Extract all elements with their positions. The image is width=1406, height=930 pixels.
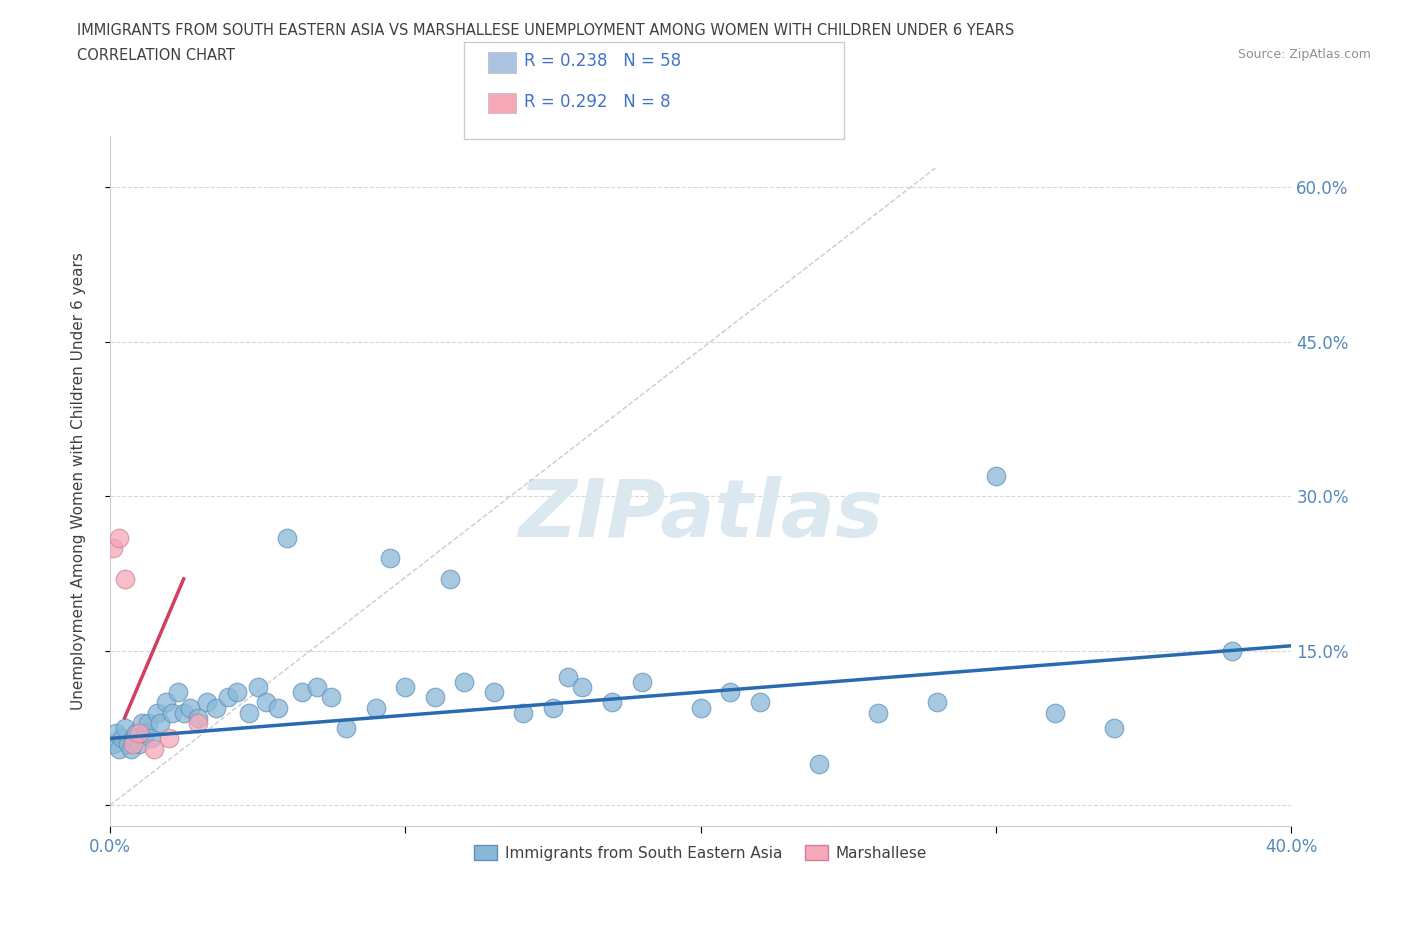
Point [321, 690, 343, 705]
Point [423, 690, 446, 705]
Point [160, 705, 183, 720]
Text: R = 0.238   N = 58: R = 0.238 N = 58 [524, 52, 682, 71]
Point [380, 551, 402, 565]
Point [238, 705, 260, 720]
Point [149, 715, 172, 730]
Point [541, 700, 564, 715]
Y-axis label: Unemployment Among Women with Children Under 6 years: Unemployment Among Women with Children U… [72, 252, 86, 710]
Point [217, 690, 239, 705]
Point [122, 737, 145, 751]
Point [291, 684, 314, 699]
Point [512, 705, 534, 720]
Point [117, 737, 139, 751]
Point [1102, 721, 1125, 736]
Text: CORRELATION CHART: CORRELATION CHART [77, 48, 235, 63]
Point [482, 684, 505, 699]
Point [187, 711, 209, 725]
Point [104, 726, 127, 741]
Point [364, 700, 387, 715]
Point [146, 705, 169, 720]
Text: IMMIGRANTS FROM SOUTH EASTERN ASIA VS MARSHALLESE UNEMPLOYMENT AMONG WOMEN WITH : IMMIGRANTS FROM SOUTH EASTERN ASIA VS MA… [77, 23, 1015, 38]
Point [114, 721, 136, 736]
Point [166, 684, 188, 699]
Point [689, 700, 711, 715]
Point [630, 674, 652, 689]
Point [107, 530, 129, 545]
Point [600, 695, 623, 710]
Point [187, 715, 209, 730]
Point [157, 731, 180, 746]
Point [125, 726, 148, 741]
Point [101, 737, 124, 751]
Point [173, 705, 195, 720]
Point [305, 680, 328, 695]
Text: R = 0.292   N = 8: R = 0.292 N = 8 [524, 93, 671, 112]
Point [866, 705, 889, 720]
Point [120, 741, 142, 756]
Point [128, 737, 150, 751]
Point [557, 670, 579, 684]
Point [134, 726, 156, 741]
Point [111, 731, 134, 746]
Point [1043, 705, 1066, 720]
Point [335, 721, 357, 736]
Legend: Immigrants from South Eastern Asia, Marshallese: Immigrants from South Eastern Asia, Mars… [468, 839, 934, 867]
Point [807, 757, 830, 772]
Point [254, 695, 277, 710]
Point [571, 680, 593, 695]
Point [748, 695, 770, 710]
Point [225, 684, 247, 699]
Point [1222, 644, 1244, 658]
Point [114, 571, 136, 586]
Point [143, 741, 166, 756]
Point [394, 680, 416, 695]
Point [195, 695, 218, 710]
Point [128, 726, 150, 741]
Point [131, 715, 153, 730]
Point [276, 530, 298, 545]
Point [267, 700, 290, 715]
Point [453, 674, 475, 689]
Text: Source: ZipAtlas.com: Source: ZipAtlas.com [1237, 48, 1371, 61]
Point [925, 695, 948, 710]
Point [179, 700, 201, 715]
Point [122, 731, 145, 746]
Point [136, 715, 159, 730]
Text: ZIPatlas: ZIPatlas [519, 476, 883, 554]
Point [101, 540, 124, 555]
Point [718, 684, 741, 699]
Point [205, 700, 228, 715]
Point [141, 731, 163, 746]
Point [107, 741, 129, 756]
Point [439, 571, 461, 586]
Point [155, 695, 177, 710]
Point [246, 680, 269, 695]
Point [984, 469, 1007, 484]
